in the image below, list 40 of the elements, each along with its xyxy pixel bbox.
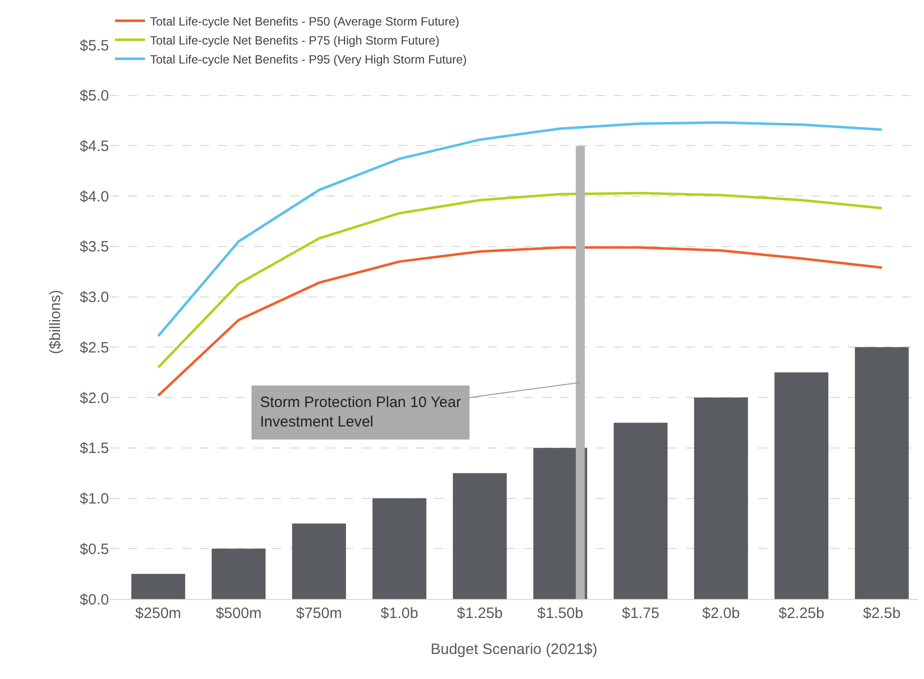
- bar: [131, 574, 186, 599]
- y-axis-title: ($billions): [47, 290, 64, 354]
- line-series: [156, 192, 884, 369]
- bar: [854, 347, 909, 599]
- y-tick-label: $1.5: [80, 440, 109, 458]
- x-tick-label: $1.75: [622, 605, 660, 622]
- y-tick-label: $3.5: [80, 238, 109, 256]
- y-tick-label: $3.0: [80, 289, 109, 306]
- legend-label: Total Life-cycle Net Benefits - P75 (High Storm Future): [150, 33, 440, 48]
- y-tick-label: $4.0: [80, 188, 109, 206]
- ref-line-label: Storm Protection Plan 10 Year Investment Level: [260, 394, 461, 430]
- y-tick-label: $5.0: [80, 88, 109, 105]
- y-tick-label: $2.5: [80, 339, 109, 356]
- x-axis-title: Budget Scenario (2021$): [430, 641, 598, 658]
- x-tick-label: $250m: [135, 605, 182, 622]
- y-tick-label: $0.5: [80, 540, 109, 558]
- y-tick-label: $5.5: [80, 37, 109, 54]
- x-tick-label: $1.0b: [380, 605, 418, 622]
- x-tick-label: $2.5b: [863, 605, 901, 622]
- y-tick-label: $2.0: [80, 390, 109, 407]
- legend-label: Total Life-cycle Net Benefits - P50 (Average Storm Future): [150, 14, 460, 28]
- line-series: [156, 121, 884, 338]
- bar: [372, 498, 426, 599]
- bar: [694, 398, 748, 599]
- bar: [292, 523, 346, 599]
- y-tick-label: $0.0: [80, 591, 109, 608]
- x-tick-label: $1.25b: [456, 605, 503, 622]
- x-tick-label: $2.0b: [702, 605, 740, 622]
- bar: [452, 473, 507, 599]
- bar: [212, 548, 266, 599]
- legend-label: Total Life-cycle Net Benefits - P95 (Very High Storm Future): [150, 52, 467, 66]
- x-tick-label: $1.50b: [537, 605, 584, 622]
- y-tick-label: $1.0: [80, 490, 109, 508]
- y-tick-label: $4.5: [80, 138, 109, 155]
- x-tick-label: $2.25b: [778, 605, 824, 622]
- x-tick-label: $750m: [296, 605, 342, 622]
- x-tick-label: $500m: [216, 605, 262, 622]
- bar: [774, 372, 828, 599]
- line-series: [156, 246, 884, 397]
- bar: [614, 422, 668, 599]
